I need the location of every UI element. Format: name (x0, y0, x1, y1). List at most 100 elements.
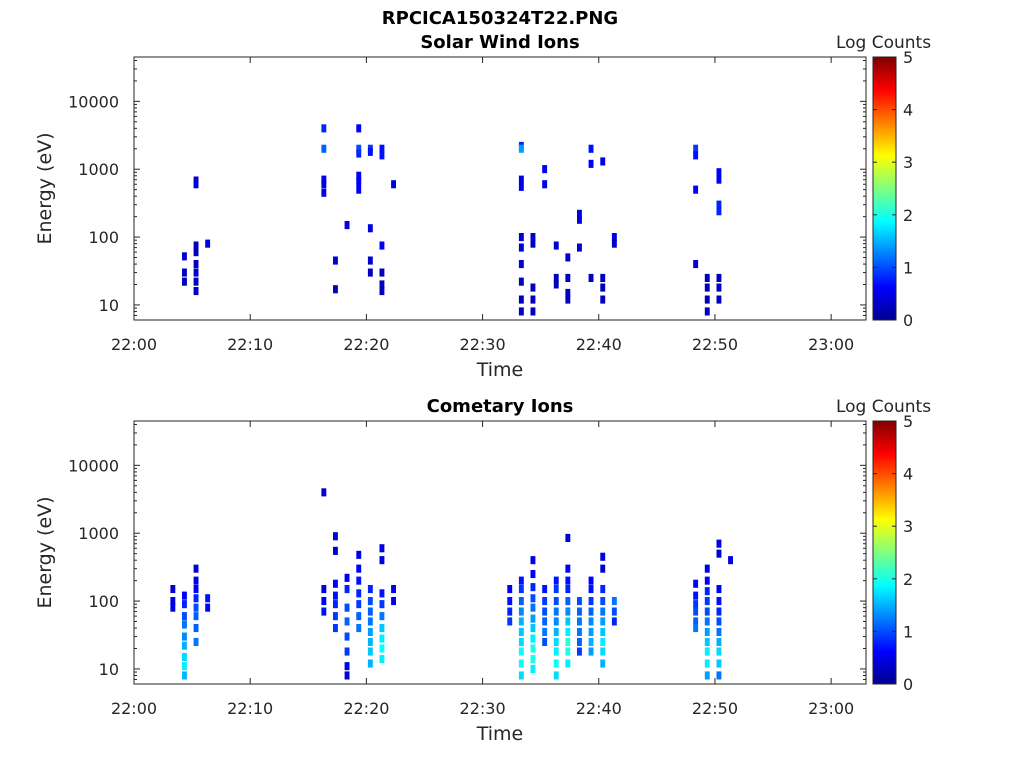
heatmap-cell (693, 579, 699, 588)
heatmap-cell (716, 295, 722, 304)
heatmap-cell (356, 550, 362, 559)
heatmap-cell (704, 659, 710, 668)
heatmap-cell (530, 570, 536, 579)
heatmap-cell (693, 260, 699, 269)
heatmap-cell (553, 607, 559, 616)
heatmap-cell (704, 627, 710, 636)
heatmap-cell (182, 620, 187, 629)
heatmap-cell (379, 144, 385, 153)
y-tick-label: 10 (99, 660, 119, 679)
heatmap-cell (565, 627, 571, 636)
heatmap-cell (588, 597, 594, 606)
plot-frame (133, 56, 867, 321)
y-tick-label: 1000 (78, 160, 119, 179)
heatmap-cell (321, 180, 327, 189)
panel-title: Cometary Ions (427, 396, 574, 417)
colorbar-frame (872, 420, 897, 685)
heatmap-cell (182, 671, 187, 680)
heatmap-cell (530, 295, 536, 304)
panel-title: Solar Wind Ions (420, 32, 579, 53)
heatmap-cell (333, 591, 338, 600)
heatmap-cell (565, 564, 571, 573)
heatmap-cell (182, 252, 187, 261)
heatmap-cell (344, 617, 350, 626)
heatmap-cell (588, 617, 594, 626)
heatmap-cell (553, 617, 559, 626)
heatmap-cell (565, 533, 571, 542)
heatmap-cell (716, 273, 722, 282)
y-tick-label: 10 (99, 296, 119, 315)
heatmap-cell (530, 594, 536, 603)
heatmap-cell (565, 617, 571, 626)
heatmap-cell (716, 283, 722, 292)
heatmap-cell (367, 607, 373, 616)
heatmap-cell (600, 597, 606, 606)
heatmap-cell (518, 659, 524, 668)
heatmap-cell (716, 607, 722, 616)
x-tick-label: 22:10 (227, 335, 273, 354)
heatmap-cell (518, 576, 524, 585)
heatmap-cell (356, 124, 362, 133)
heatmap-cell (600, 157, 606, 166)
heatmap-cell (182, 277, 187, 286)
heatmap-cell (507, 617, 513, 626)
heatmap-cell (507, 607, 513, 616)
x-tick-label: 22:40 (576, 335, 622, 354)
x-tick-label: 22:20 (343, 335, 389, 354)
heatmap-cell (693, 185, 699, 194)
y-tick-label: 1000 (78, 524, 119, 543)
heatmap-cell (356, 564, 362, 573)
heatmap-cell (507, 597, 513, 606)
heatmap-cell (205, 239, 211, 248)
heatmap-cell (704, 564, 710, 573)
heatmap-cell (577, 647, 582, 656)
heatmap-cell (321, 144, 327, 153)
heatmap-cell (356, 177, 362, 186)
heatmap-cell (367, 617, 373, 626)
heatmap-cell (367, 627, 373, 636)
heatmap-cell (600, 552, 606, 561)
colorbar-label: Log Counts (836, 33, 931, 53)
heatmap-cell (321, 585, 327, 594)
x-tick-label: 22:50 (692, 699, 738, 718)
heatmap-cell (728, 556, 733, 565)
heatmap-cell (530, 603, 536, 612)
y-tick-label: 100 (88, 592, 119, 611)
x-tick-label: 22:30 (460, 335, 506, 354)
heatmap-cell (704, 273, 710, 282)
heatmap-cell (344, 662, 350, 671)
heatmap-cell (333, 256, 338, 265)
heatmap-cell (577, 607, 582, 616)
heatmap-cell (565, 607, 571, 616)
colorbar-tick-label: 1 (903, 622, 913, 641)
heatmap-cell (333, 532, 338, 541)
x-tick-label: 22:10 (227, 699, 273, 718)
heatmap-cell (518, 144, 524, 153)
x-axis-label: Time (476, 723, 524, 745)
heatmap-cell (344, 603, 350, 612)
heatmap-cell (367, 268, 373, 277)
heatmap-cell (600, 283, 606, 292)
heatmap-cell (565, 295, 571, 304)
heatmap-cell (356, 576, 362, 585)
heatmap-cell (391, 180, 396, 189)
heatmap-cell (553, 647, 559, 656)
heatmap-cell (193, 603, 199, 612)
heatmap-cell (356, 185, 362, 194)
heatmap-cell (693, 617, 699, 626)
heatmap-cell (344, 221, 350, 230)
heatmap-cell (565, 576, 571, 585)
heatmap-cell (716, 671, 722, 680)
colorbar-tick-label: 4 (903, 101, 913, 120)
heatmap-cell (518, 175, 524, 184)
heatmap-cell (518, 307, 524, 316)
heatmap-cell (356, 149, 362, 158)
heatmap-cell (379, 589, 385, 598)
panel-1: Solar Wind Ions 22:00 22:10 22:20 22:30 22:40… (34, 32, 931, 381)
heatmap-cell (704, 295, 710, 304)
heatmap-cell (716, 168, 722, 177)
heatmap-cell (704, 283, 710, 292)
heatmap-cell (182, 600, 187, 609)
